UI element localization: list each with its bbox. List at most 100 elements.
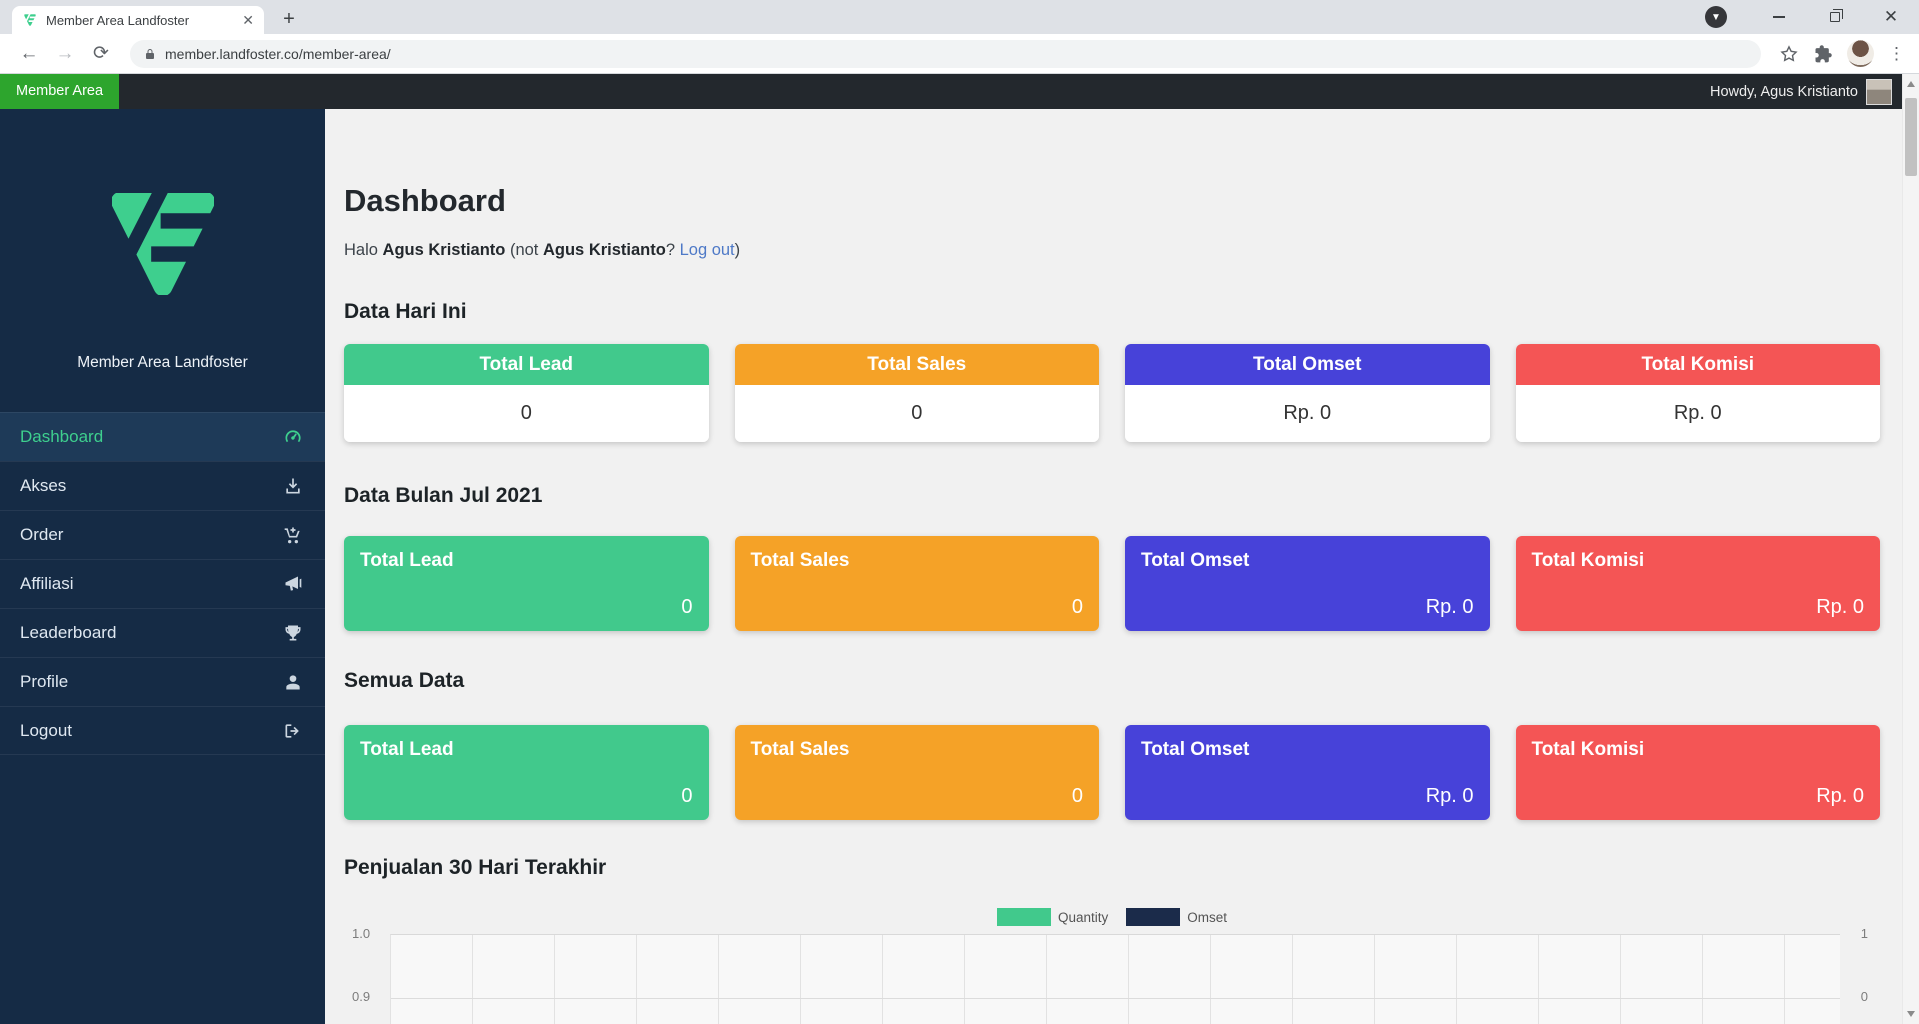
sidebar-item-label: Logout: [20, 720, 72, 740]
window-controls: ▼ ✕: [1705, 0, 1919, 34]
stat-card-value-text: Rp. 0: [1425, 785, 1474, 807]
forward-button-icon[interactable]: →: [55, 42, 75, 64]
tab-close-icon[interactable]: ✕: [242, 12, 254, 28]
admin-bar-account[interactable]: Howdy, Agus Kristianto: [1709, 78, 1902, 105]
new-tab-button[interactable]: +: [283, 8, 295, 30]
download-icon: [283, 476, 303, 496]
stat-card-value-text: 0: [911, 402, 923, 424]
sidebar-item-logout[interactable]: Logout: [0, 706, 325, 755]
greeting-question: ?: [665, 241, 680, 259]
stat-card-header: Total Lead: [344, 344, 709, 385]
stat-card-header: Total Omset: [1125, 344, 1490, 385]
scrollbar-up-arrow-icon[interactable]: [1903, 76, 1919, 92]
bookmark-star-icon[interactable]: [1779, 44, 1799, 64]
howdy-greeting: Howdy, Agus Kristianto: [1709, 83, 1858, 100]
stat-card-label: Total Komisi: [1531, 739, 1645, 760]
address-bar[interactable]: member.landfoster.co/member-area/: [130, 39, 1761, 68]
page-title: Dashboard: [344, 183, 506, 218]
stat-card-value-text: Rp. 0: [1283, 402, 1332, 424]
stat-card: Total Omset Rp. 0: [1125, 725, 1490, 820]
stat-card-label: Total Omset: [1253, 353, 1362, 375]
browser-profile-avatar[interactable]: [1847, 40, 1874, 67]
legend-item: Omset: [1126, 908, 1227, 926]
admin-avatar: [1866, 78, 1892, 105]
sidebar-item-akses[interactable]: Akses: [0, 461, 325, 510]
stat-card-label: Total Komisi: [1641, 353, 1755, 375]
lock-icon: [144, 47, 156, 61]
main-content: Dashboard Halo Agus Kristianto (not Agus…: [325, 109, 1902, 1024]
stat-card-value-text: 0: [1071, 785, 1083, 807]
greeting-line: Halo Agus Kristianto (not Agus Kristiant…: [344, 241, 1880, 260]
stat-card-value-text: Rp. 0: [1816, 785, 1864, 807]
stat-card-value: Rp. 0: [1125, 385, 1490, 442]
member-area-badge[interactable]: Member Area: [0, 74, 120, 109]
close-window-button[interactable]: ✕: [1883, 7, 1899, 26]
toolbar-actions: ⋮: [1775, 40, 1905, 67]
legend-item: Quantity: [996, 908, 1109, 926]
sales-chart: 1.0 0.9 1 0: [352, 926, 1868, 1024]
sidebar-item-label: Affiliasi: [20, 574, 74, 593]
sidebar-item-label: Dashboard: [20, 427, 104, 446]
stat-card-label: Total Komisi: [1531, 550, 1645, 571]
brand-name: Member Area Landfoster: [77, 354, 248, 371]
stat-card-value-text: Rp. 0: [1673, 402, 1722, 424]
stat-card-header: Total Sales: [734, 344, 1099, 385]
minimize-button[interactable]: [1751, 0, 1807, 34]
stat-card-label: Total Lead: [479, 353, 574, 375]
back-button-icon[interactable]: ←: [19, 42, 39, 64]
stat-card-label: Total Lead: [360, 739, 454, 760]
stat-card-label: Total Sales: [750, 739, 850, 760]
legend-label: Omset: [1187, 909, 1228, 925]
stat-card-value-text: 0: [681, 785, 693, 807]
sidebar-item-label: Leaderboard: [20, 623, 117, 642]
legend-swatch: [996, 908, 1051, 926]
legend-label: Quantity: [1057, 909, 1109, 925]
sign-out-icon: [283, 721, 303, 741]
tab-strip: Member Area Landfoster ✕ + ▼ ✕: [0, 0, 1919, 34]
sidebar-item-profile[interactable]: Profile: [0, 657, 325, 706]
greeting-mid: (not: [505, 241, 543, 259]
stat-card-value-text: 0: [1071, 596, 1083, 618]
stat-card-header: Total Komisi: [1515, 344, 1880, 385]
sidebar-item-affiliasi[interactable]: Affiliasi: [0, 559, 325, 608]
sidebar-item-label: Order: [20, 525, 64, 544]
page-layout: Member Area Landfoster Dashboard Akses Ord…: [0, 109, 1902, 1024]
section-heading: Data Bulan Jul 2021: [344, 484, 543, 507]
tachometer-icon: [283, 427, 303, 447]
stat-card: Total Lead 0: [344, 725, 709, 820]
stat-card: Total Komisi Rp. 0: [1515, 536, 1880, 631]
stat-card: Total Lead 0: [344, 344, 709, 442]
tab-title: Member Area Landfoster: [46, 12, 190, 28]
page-scrollbar[interactable]: [1902, 74, 1919, 1024]
section-heading: Data Hari Ini: [344, 300, 467, 323]
brand-block: Member Area Landfoster: [0, 109, 325, 372]
sidebar-item-leaderboard[interactable]: Leaderboard: [0, 608, 325, 657]
logout-link[interactable]: Log out: [679, 241, 735, 259]
greeting-end: ): [734, 241, 741, 259]
sidebar: Member Area Landfoster Dashboard Akses Ord…: [0, 109, 325, 1024]
browser-tab[interactable]: Member Area Landfoster ✕: [12, 6, 264, 34]
browser-update-icon[interactable]: ▼: [1705, 6, 1727, 28]
url-text: member.landfoster.co/member-area/: [165, 45, 391, 62]
maximize-button[interactable]: [1807, 0, 1863, 34]
y-axis-tick-right-1: 1: [1860, 926, 1868, 941]
scrollbar-thumb[interactable]: [1905, 98, 1917, 176]
sidebar-item-label: Akses: [20, 476, 67, 495]
stat-card-value-text: 0: [520, 402, 532, 424]
y-axis-tick-left-2: 0.9: [352, 989, 371, 1004]
sidebar-item-dashboard[interactable]: Dashboard: [0, 412, 325, 461]
chart-legend: Quantity Omset: [344, 908, 1880, 926]
extensions-puzzle-icon[interactable]: [1813, 44, 1833, 64]
sidebar-item-order[interactable]: Order: [0, 510, 325, 559]
browser-toolbar: ← → ⟳ member.landfoster.co/member-area/ …: [0, 34, 1919, 74]
scrollbar-down-arrow-icon[interactable]: [1903, 1006, 1919, 1022]
reload-button-icon[interactable]: ⟳: [93, 43, 109, 64]
browser-menu-icon[interactable]: ⋮: [1888, 43, 1905, 63]
stat-card: Total Komisi Rp. 0: [1515, 344, 1880, 442]
stat-card: Total Sales 0: [734, 536, 1099, 631]
stat-card: Total Sales 0: [734, 344, 1099, 442]
section-heading: Semua Data: [344, 669, 465, 692]
y-axis-tick-left-1: 1.0: [352, 926, 371, 941]
